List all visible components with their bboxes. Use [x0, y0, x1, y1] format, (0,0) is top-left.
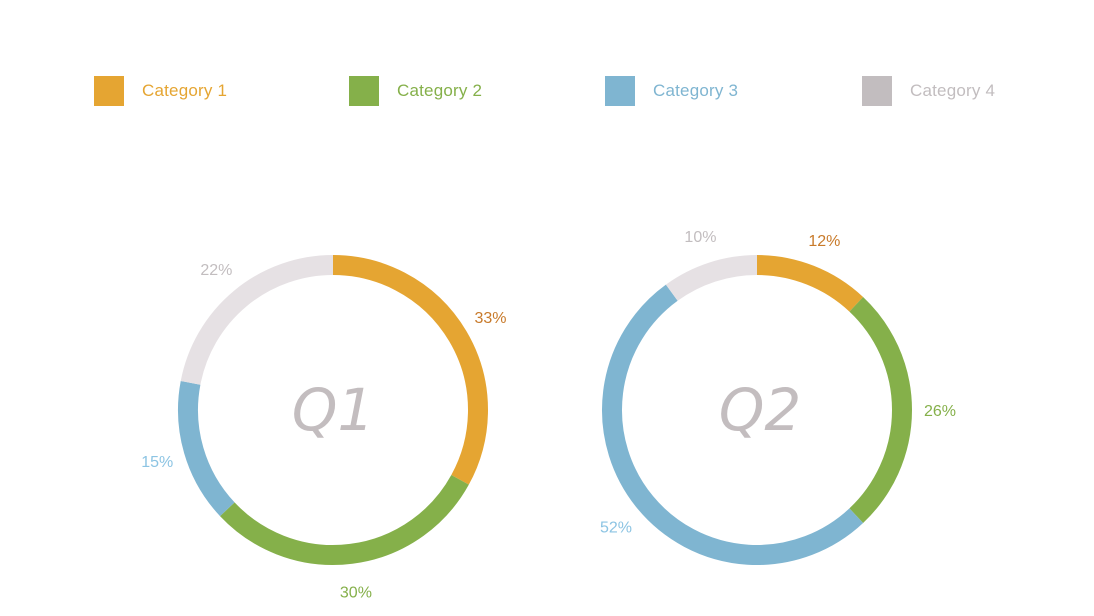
q1-label-category-2: 30%	[340, 585, 372, 602]
donut-chart-q2: 12% 26% 52% 10% Q2	[600, 229, 956, 565]
q2-slice-category-3	[602, 284, 864, 565]
q2-label-category-1: 12%	[808, 233, 840, 250]
q1-slice-category-1	[332, 255, 488, 485]
donut-chart-q1: 33% 30% 15% 22% Q1	[141, 255, 507, 602]
q2-slice-category-1	[756, 255, 864, 312]
q1-center-title: Q1	[292, 376, 375, 444]
legend-label-category-1: Category 1	[142, 81, 228, 100]
legend-label-category-3: Category 3	[653, 81, 739, 100]
legend-label-category-2: Category 2	[397, 81, 483, 100]
legend-item-category-4: Category 4	[862, 76, 995, 106]
q1-label-category-1: 33%	[475, 310, 507, 327]
legend-swatch-category-2	[349, 76, 379, 106]
q1-slice-category-2	[220, 474, 469, 565]
q1-slice-category-4	[180, 255, 334, 385]
q2-label-category-2: 26%	[924, 403, 956, 420]
q2-slice-category-4	[665, 255, 758, 301]
q1-label-category-4: 22%	[200, 262, 232, 279]
legend-swatch-category-4	[862, 76, 892, 106]
q1-slice-category-3	[178, 380, 235, 517]
q2-label-category-3: 52%	[600, 520, 632, 537]
legend-label-category-4: Category 4	[910, 81, 996, 100]
q1-label-category-3: 15%	[141, 454, 173, 471]
legend-item-category-2: Category 2	[349, 76, 482, 106]
legend-item-category-1: Category 1	[94, 76, 227, 106]
legend: Category 1 Category 2 Category 3 Categor…	[0, 0, 1094, 140]
legend-swatch-category-3	[605, 76, 635, 106]
legend-item-category-3: Category 3	[605, 76, 738, 106]
q2-label-category-4: 10%	[684, 229, 716, 246]
legend-swatch-category-1	[94, 76, 124, 106]
q2-center-title: Q2	[719, 376, 802, 444]
q2-slice-category-2	[849, 297, 912, 523]
